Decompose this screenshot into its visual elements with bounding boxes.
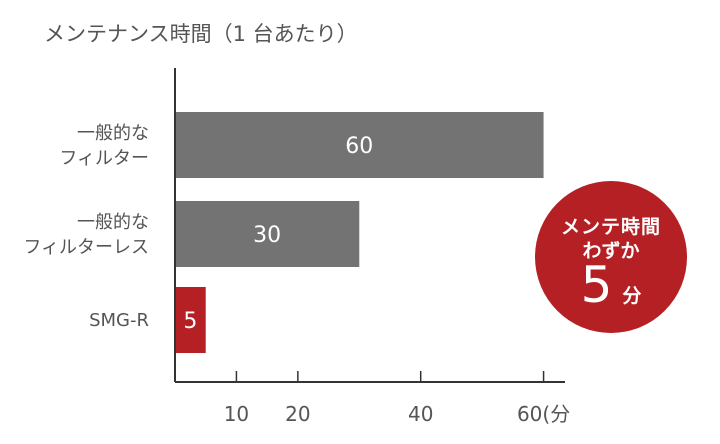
chart-title: メンテナンス時間（1 台あたり） xyxy=(44,22,358,46)
bar-0 xyxy=(175,112,544,178)
bar-2 xyxy=(175,287,206,353)
x-tick-label-0: 10 xyxy=(224,402,249,426)
x-tick-label-3: 60(分 xyxy=(517,402,570,426)
x-tick-label-1: 20 xyxy=(285,402,310,426)
x-tick-label-2: 40 xyxy=(408,402,433,426)
x-ticks-group: 10 20 40 60(分 xyxy=(224,371,570,426)
bar-value-label-1: 30 xyxy=(253,223,281,248)
category-label-1-0: 一般的な xyxy=(77,212,149,233)
category-label-1-1: フィルターレス xyxy=(23,237,149,258)
bar-value-label-2: 5 xyxy=(183,309,197,334)
category-label-0-0: 一般的な xyxy=(77,123,149,144)
category-label-2-0: SMG-R xyxy=(89,310,149,331)
category-label-0-1: フィルター xyxy=(59,148,149,169)
badge-line1: メンテ時間 xyxy=(560,216,661,238)
bar-1 xyxy=(175,201,360,267)
badge-unit: 分 xyxy=(622,285,642,307)
badge-number: 5 xyxy=(580,256,613,314)
badge-line2: わずか xyxy=(582,240,640,262)
bars-group: 60 30 5 xyxy=(175,112,544,353)
bar-value-label-0: 60 xyxy=(345,134,373,159)
